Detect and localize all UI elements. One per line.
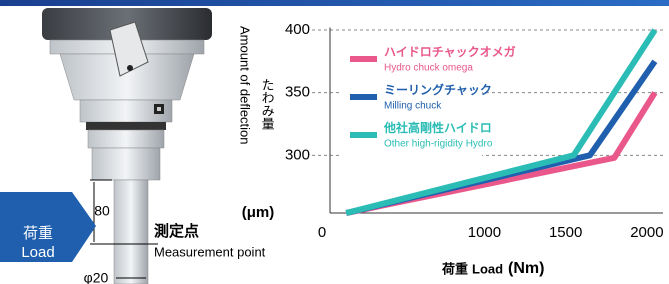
legend-label: ハイドロチャックオメガ	[384, 44, 516, 59]
x-tick-label: 1500	[549, 224, 582, 241]
legend-label: ミーリングチャック	[384, 82, 492, 97]
y-tick-label: 300	[285, 146, 310, 163]
header-bar	[0, 0, 669, 6]
legend-sublabel: Other high-rigidity Hydro	[384, 139, 493, 150]
x-axis-label-en: Load	[472, 261, 503, 276]
legend-label: 他社高剛性ハイドロ	[383, 120, 492, 135]
y-axis-label-en: Amount of deflection	[238, 26, 253, 145]
y-tick-label: 350	[285, 84, 310, 101]
legend-sublabel: Milling chuck	[384, 101, 442, 112]
point-label: 測定点	[154, 222, 199, 240]
load-label-en: Load	[21, 244, 54, 261]
y-axis-unit: (μm)	[242, 204, 275, 221]
diameter-label: φ20	[84, 270, 109, 284]
x-axis-label-ja: 荷重	[441, 261, 468, 276]
y-tick-label: 400	[285, 21, 310, 38]
page: 80 測定点 Measurement point 荷重 Load φ20 Amo…	[0, 0, 669, 284]
plot: 300 350 400 0 1000 1500 2000 ハイドロチャックオメガ Hydro c…	[285, 21, 664, 241]
chuck-illustration	[0, 8, 212, 284]
x-tick-label: 2000	[630, 224, 663, 241]
dimension-label: 80	[94, 203, 110, 219]
x-tick-label: 0	[318, 224, 326, 241]
x-axis-unit: (Nm)	[508, 260, 544, 277]
legend-sublabel: Hydro chuck omega	[384, 63, 473, 74]
y-axis-label-ja: たわみ量	[260, 78, 275, 130]
load-label: 荷重	[23, 225, 53, 242]
point-label-en: Measurement point	[154, 244, 266, 259]
x-tick-label: 1000	[468, 224, 501, 241]
